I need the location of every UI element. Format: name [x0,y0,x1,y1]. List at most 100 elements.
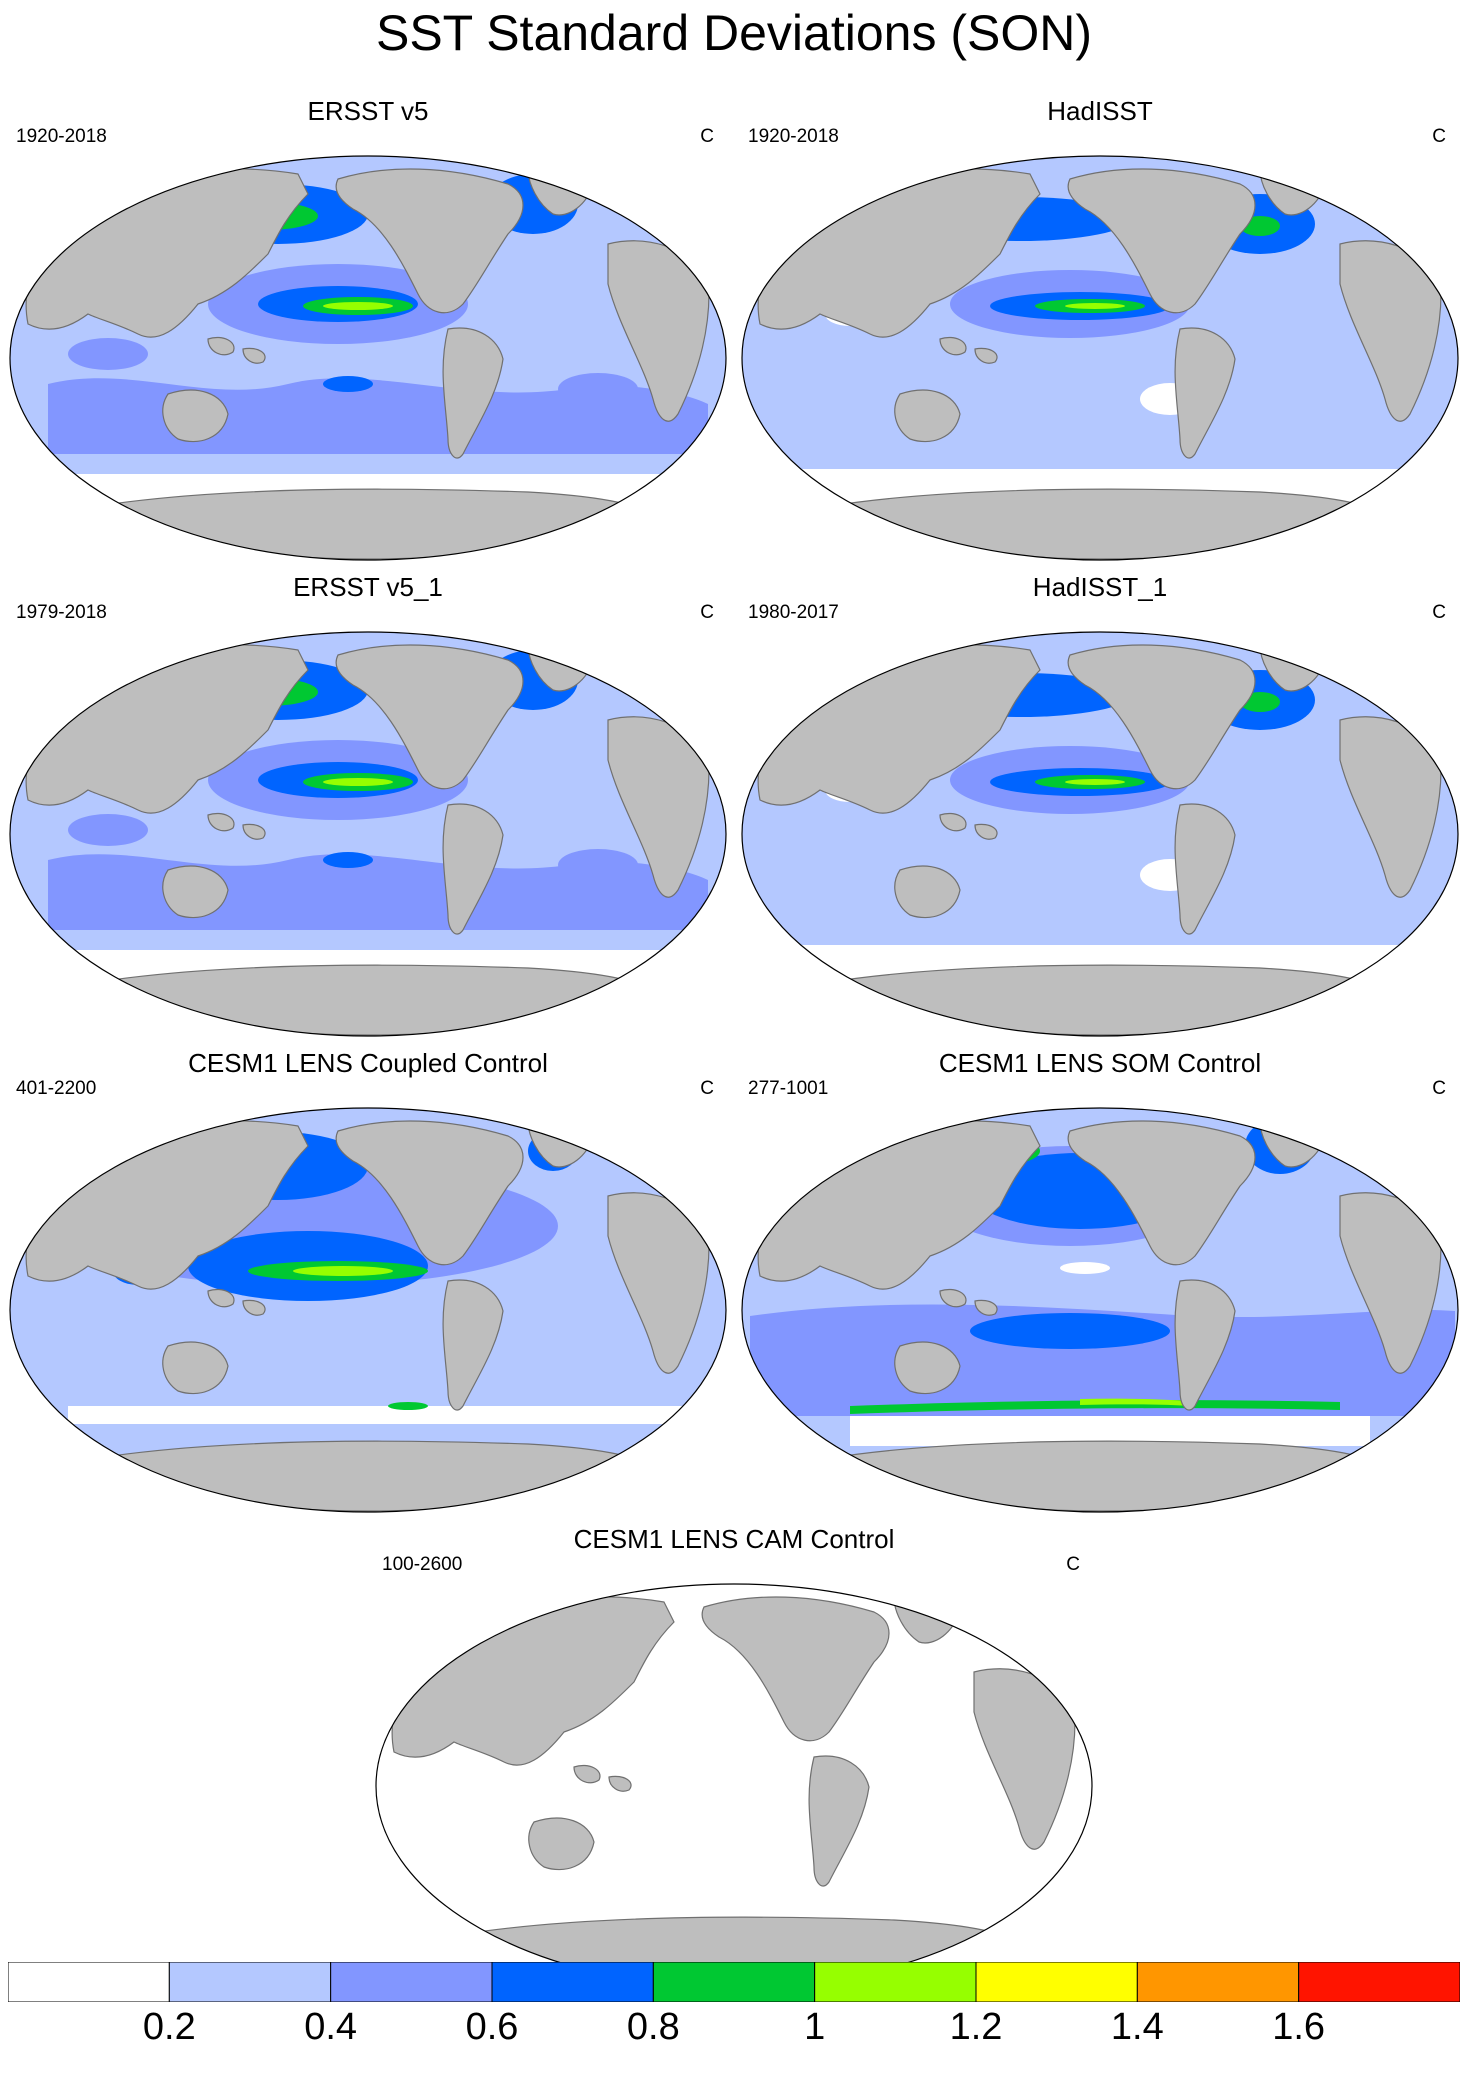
sst-contour [1065,779,1125,785]
land-mass [974,1299,998,1316]
map-outline [9,631,727,1037]
panel-title: ERSST v5 [307,96,429,126]
panel-title: ERSST v5_1 [293,572,443,602]
sst-contour [1065,303,1125,309]
land-mass [162,1341,229,1395]
colorbar-swatch [814,1961,977,2003]
land-mass [828,964,1382,1036]
colorbar-tick-label: 1.6 [1272,2006,1326,2048]
colorbar-swatch [330,1961,493,2003]
sst-contour [388,1402,428,1410]
sst-contour [558,373,638,405]
sst-contour [1060,1262,1110,1274]
sst-contour [855,1116,915,1136]
panel-period: 1980-2017 [748,602,839,623]
land-mass [528,1817,595,1871]
land-mass [939,1288,967,1308]
land-mass [335,644,524,790]
land-mass [828,1440,1382,1512]
colorbar-tick-label: 1.4 [1110,2006,1164,2048]
colorbar-swatch [491,1961,654,2003]
panel-unit: C [1432,126,1446,147]
panel-period: 401-2200 [16,1078,97,1099]
sst-contour [323,302,393,310]
colorbar-swatch [652,1961,816,2003]
land-mass [242,1299,266,1316]
map-outline [741,1107,1459,1513]
panel-unit: C [700,126,714,147]
sst-contour [970,1313,1170,1349]
sst-contour [68,814,148,846]
land-mass [207,336,235,356]
land-mass [207,1288,235,1308]
land-mass [939,336,967,356]
land-mass [573,1764,601,1784]
sst-contour [323,376,373,392]
panel-title: HadISST [1047,96,1153,126]
colorbar [7,1961,1461,2003]
land-mass [96,1440,650,1512]
sst-contour [850,1400,1340,1414]
colorbar-tick-label: 1.2 [949,2006,1003,2048]
land-mass [242,823,266,840]
land-mass [1174,803,1236,935]
panel-period: 1920-2018 [16,126,107,147]
land-mass [207,812,235,832]
world-map [9,155,727,561]
sst-contour [323,778,393,786]
land-mass [335,1120,524,1266]
land-mass [1174,327,1236,459]
land-mass [96,964,650,1036]
land-mass [939,812,967,832]
world-map [741,1107,1459,1513]
world-map [741,631,1459,1037]
panel-unit: C [1066,1554,1080,1575]
colorbar-tick-label: 0.4 [304,2006,358,2048]
panel-unit: C [700,602,714,623]
figure-title: SST Standard Deviations (SON) [375,5,1093,61]
sst-contour [293,1266,393,1276]
world-map [741,155,1459,561]
colorbar-labels: 0.2 0.4 0.6 0.8 1 1.2 1.4 1.6 [8,2006,1460,2066]
map-panel-ersst-v5: ERSST v5 1920-2018 C [8,96,728,562]
panel-unit: C [1432,1078,1446,1099]
colorbar-tick-label: 0.2 [142,2006,196,2048]
land-mass [828,488,1382,560]
panel-unit: C [700,1078,714,1099]
colorbar-tick-label: 0.8 [626,2006,680,2048]
world-map [9,631,727,1037]
panel-period: 1979-2018 [16,602,107,623]
colorbar-swatch [1136,1961,1300,2003]
world-map [375,1583,1093,1989]
panel-period: 277-1001 [748,1078,829,1099]
sst-contour [1080,1398,1190,1406]
panel-title: HadISST_1 [1032,572,1168,602]
map-panel-cesm1-coupled: CESM1 LENS Coupled Control 401-2200 C [8,1048,728,1514]
land-mass [974,347,998,364]
map-panel-ersst-v5-1: ERSST v5_1 1979-2018 C [8,572,728,1038]
map-outline [741,631,1459,1037]
colorbar-svg [7,1961,1461,2003]
land-mass [242,347,266,364]
land-mass [1067,644,1256,790]
panel-title: CESM1 LENS Coupled Control [188,1048,548,1078]
land-mass [1067,168,1256,314]
colorbar-swatch [168,1961,332,2003]
map-outline [9,1107,727,1513]
land-mass [894,1341,961,1395]
land-mass [442,327,504,459]
colorbar-swatch [7,1961,170,2003]
panel-period: 100-2600 [382,1554,463,1575]
land-mass [442,1279,504,1411]
colorbar-swatch [975,1961,1138,2003]
panel-title: CESM1 LENS SOM Control [938,1048,1262,1078]
sst-contour [558,849,638,881]
colorbar-tick-label: 0.6 [465,2006,519,2048]
land-mass [442,803,504,935]
land-mass [162,865,229,919]
sst-contour [68,1406,688,1424]
world-map [9,1107,727,1513]
land-mass [162,389,229,443]
land-mass [1174,1279,1236,1411]
map-panel-hadisst: HadISST 1920-2018 C [740,96,1460,562]
